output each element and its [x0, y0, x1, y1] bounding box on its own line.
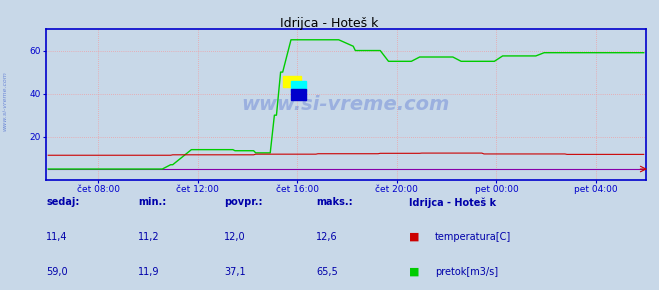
- Text: pretok[m3/s]: pretok[m3/s]: [435, 267, 498, 277]
- Text: 37,1: 37,1: [224, 267, 246, 277]
- Text: min.:: min.:: [138, 197, 167, 207]
- Text: 59,0: 59,0: [46, 267, 68, 277]
- Text: ■: ■: [409, 232, 419, 242]
- Text: 11,2: 11,2: [138, 232, 160, 242]
- Text: Idrijca - Hoteš k: Idrijca - Hoteš k: [409, 197, 496, 208]
- Text: Idrijca - Hoteš k: Idrijca - Hoteš k: [280, 17, 379, 30]
- Bar: [291, 81, 306, 91]
- Text: 11,9: 11,9: [138, 267, 160, 277]
- Text: 12,6: 12,6: [316, 232, 338, 242]
- Text: ■: ■: [409, 267, 419, 277]
- Text: www.si-vreme.com: www.si-vreme.com: [242, 95, 450, 114]
- Text: www.si-vreme.com: www.si-vreme.com: [3, 72, 8, 131]
- Text: sedaj:: sedaj:: [46, 197, 80, 207]
- Text: 65,5: 65,5: [316, 267, 338, 277]
- Text: maks.:: maks.:: [316, 197, 353, 207]
- Text: 11,4: 11,4: [46, 232, 68, 242]
- Text: 12,0: 12,0: [224, 232, 246, 242]
- Text: povpr.:: povpr.:: [224, 197, 262, 207]
- Text: temperatura[C]: temperatura[C]: [435, 232, 511, 242]
- Bar: [291, 89, 306, 100]
- Bar: [283, 76, 301, 87]
